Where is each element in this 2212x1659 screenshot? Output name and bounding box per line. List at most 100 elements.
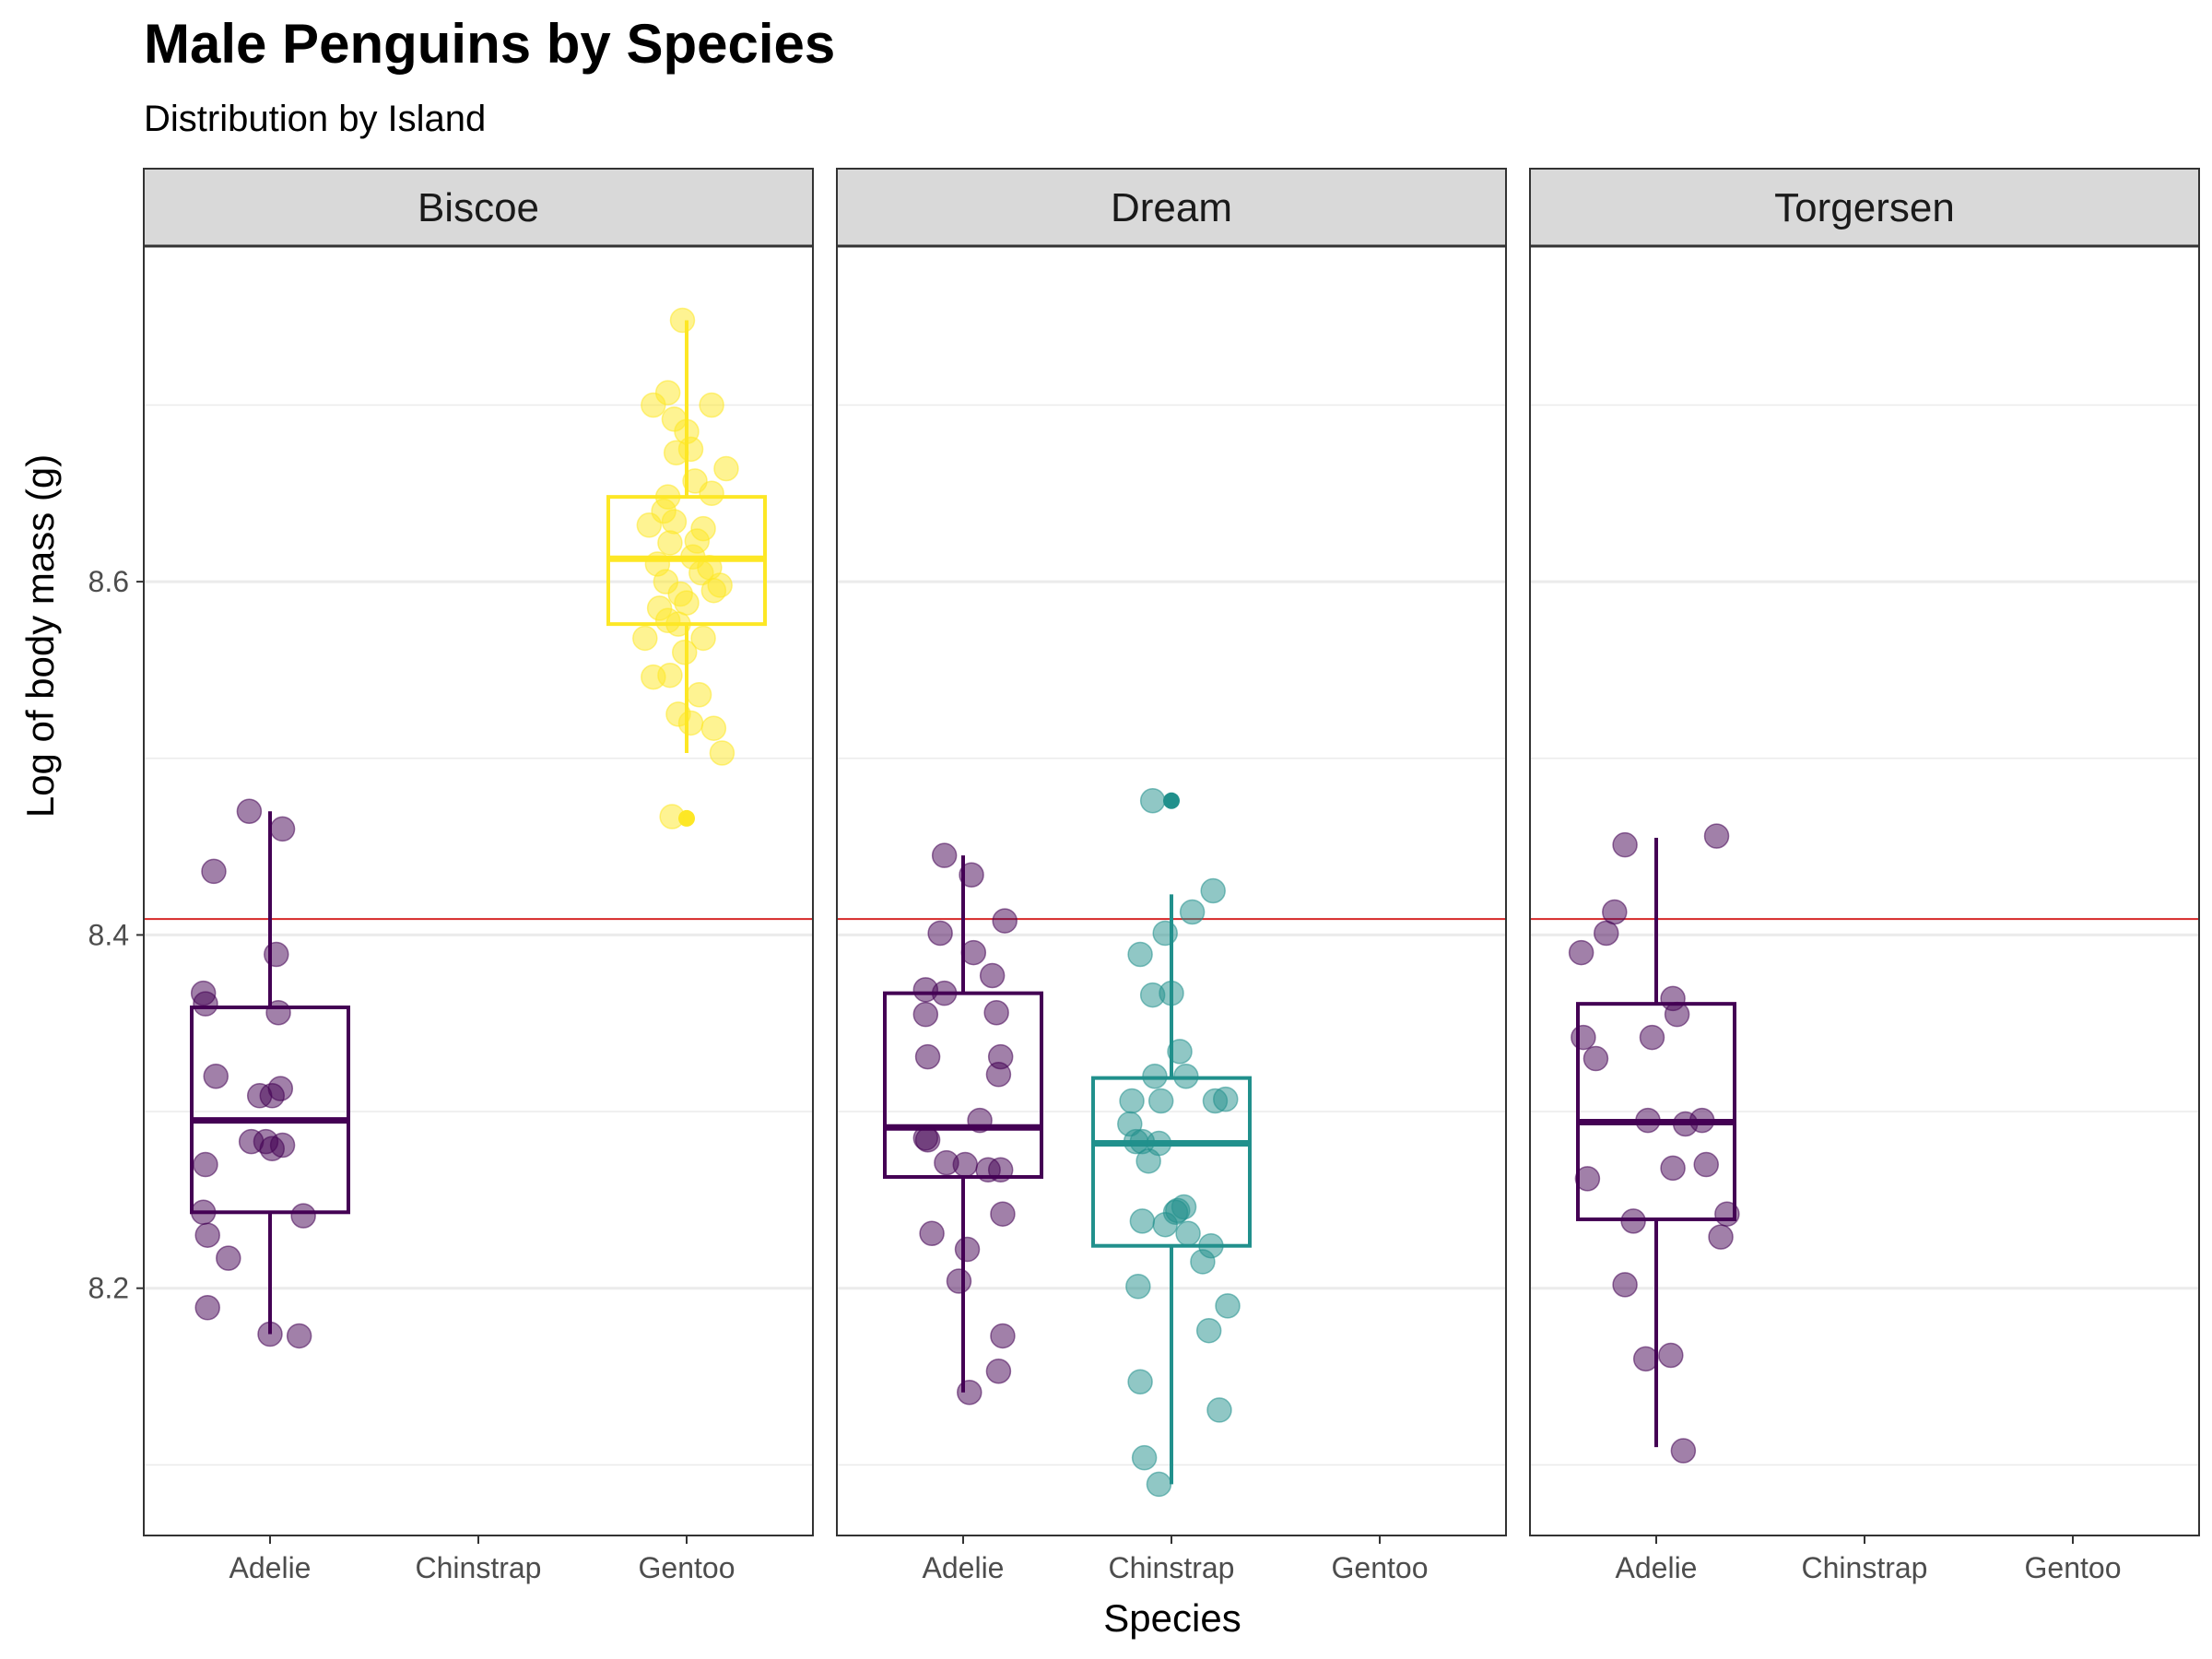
x-tick-label: Gentoo <box>2025 1551 2122 1584</box>
jitter-point <box>641 392 666 418</box>
jitter-point <box>236 798 263 825</box>
jitter-point <box>657 530 683 556</box>
jitter-point <box>700 715 727 741</box>
jitter-point <box>1708 1224 1734 1250</box>
jitter-point <box>1147 1088 1174 1114</box>
jitter-point <box>193 1151 218 1178</box>
x-tick-label: Gentoo <box>639 1551 735 1584</box>
jitter-point <box>1152 1211 1178 1238</box>
jitter-point <box>1632 1346 1659 1372</box>
x-tick-label: Gentoo <box>1332 1551 1429 1584</box>
jitter-point <box>1131 1444 1158 1471</box>
facet-strip-label: Torgersen <box>1774 185 1955 230</box>
y-axis: 8.2 8.4 8.6 <box>88 565 144 1305</box>
jitter-point <box>992 908 1018 934</box>
jitter-point <box>1129 1208 1156 1234</box>
jitter-point <box>665 611 691 637</box>
jitter-point <box>931 842 958 868</box>
box-iqr <box>190 1005 350 1215</box>
jitter-point <box>659 804 685 830</box>
box-iqr <box>883 991 1043 1179</box>
jitter-point <box>686 682 712 708</box>
jitter-point <box>1620 1208 1646 1234</box>
jitter-point <box>1612 1272 1638 1298</box>
jitter-point <box>934 1149 959 1176</box>
jitter-point <box>1670 1438 1697 1464</box>
facet-panel-biscoe: Biscoe Adelie Chinstrap Gentoo <box>143 168 814 1584</box>
jitter-point <box>194 1222 220 1248</box>
jitter-point <box>1703 823 1730 849</box>
jitter-point <box>699 480 724 507</box>
jitter-point <box>1206 1397 1232 1423</box>
jitter-point <box>264 941 289 968</box>
jitter-point <box>914 1043 941 1070</box>
group-adelie <box>883 842 1043 1406</box>
jitter-point <box>1660 1155 1686 1182</box>
jitter-point <box>1119 1088 1145 1114</box>
chart-subtitle: Distribution by Island <box>144 99 486 139</box>
jitter-point <box>690 625 716 652</box>
jitter-point <box>1571 1024 1596 1051</box>
jitter-point <box>194 1295 220 1321</box>
jitter-point <box>987 1157 1014 1183</box>
jitter-point <box>1173 1063 1199 1089</box>
group-chinstrap <box>1091 788 1252 1498</box>
jitter-point <box>1125 1274 1151 1300</box>
chart-title: Male Penguins by Species <box>144 13 835 75</box>
jitter-point <box>1152 920 1178 947</box>
jitter-point <box>1175 1220 1201 1247</box>
jitter-point <box>957 1380 982 1406</box>
jitter-point <box>1127 1369 1153 1395</box>
jitter-point <box>641 664 666 690</box>
jitter-point <box>201 858 227 885</box>
facet-panel-torgersen: Torgersen Adelie Chinstrap Gentoo <box>1529 168 2200 1584</box>
y-tick-label: 8.2 <box>88 1272 129 1305</box>
facet-strip <box>143 168 814 247</box>
group-adelie <box>1568 823 1740 1464</box>
jitter-point <box>1714 1201 1740 1227</box>
jitter-point <box>1583 1045 1609 1072</box>
jitter-point <box>677 710 704 736</box>
facet-panels: Biscoe Adelie Chinstrap Gentoo Dream Adelie Ch… <box>143 168 2200 1584</box>
x-tick-label: Adelie <box>923 1551 1005 1584</box>
jitter-point <box>967 1107 993 1134</box>
jitter-point <box>960 939 987 966</box>
jitter-point <box>919 1220 945 1247</box>
jitter-point <box>1568 939 1594 966</box>
jitter-point <box>1635 1107 1661 1134</box>
group-gentoo <box>606 307 767 830</box>
jitter-point <box>1135 1147 1161 1174</box>
box-iqr <box>1091 1076 1252 1248</box>
jitter-point <box>927 920 953 947</box>
jitter-point <box>1658 1342 1684 1369</box>
jitter-point <box>290 1203 316 1229</box>
jitter-point <box>1139 788 1166 814</box>
jitter-point <box>661 509 688 535</box>
x-tick-label: Adelie <box>1616 1551 1698 1584</box>
jitter-point <box>1213 1086 1239 1112</box>
jitter-point <box>203 1063 229 1089</box>
jitter-point <box>190 1199 217 1226</box>
group-adelie <box>190 798 350 1349</box>
jitter-point <box>1127 941 1153 968</box>
jitter-point <box>269 816 296 842</box>
jitter-point <box>1574 1166 1601 1192</box>
jitter-point <box>1146 1471 1172 1498</box>
jitter-point <box>1672 1111 1699 1137</box>
jitter-point <box>286 1323 312 1349</box>
jitter-point <box>632 625 658 652</box>
jitter-point <box>914 1126 941 1153</box>
jitter-point <box>1639 1024 1665 1051</box>
jitter-point <box>985 1359 1012 1384</box>
jitter-point <box>1594 920 1619 947</box>
outlier-point <box>1163 792 1180 809</box>
jitter-point <box>946 1268 972 1294</box>
panel-border <box>1529 245 2200 1536</box>
jitter-point <box>671 640 698 665</box>
jitter-point <box>663 440 689 465</box>
jitter-point <box>1200 877 1226 904</box>
jitter-point <box>265 999 291 1026</box>
jitter-point <box>985 1062 1012 1088</box>
facet-strip <box>1529 168 2200 247</box>
